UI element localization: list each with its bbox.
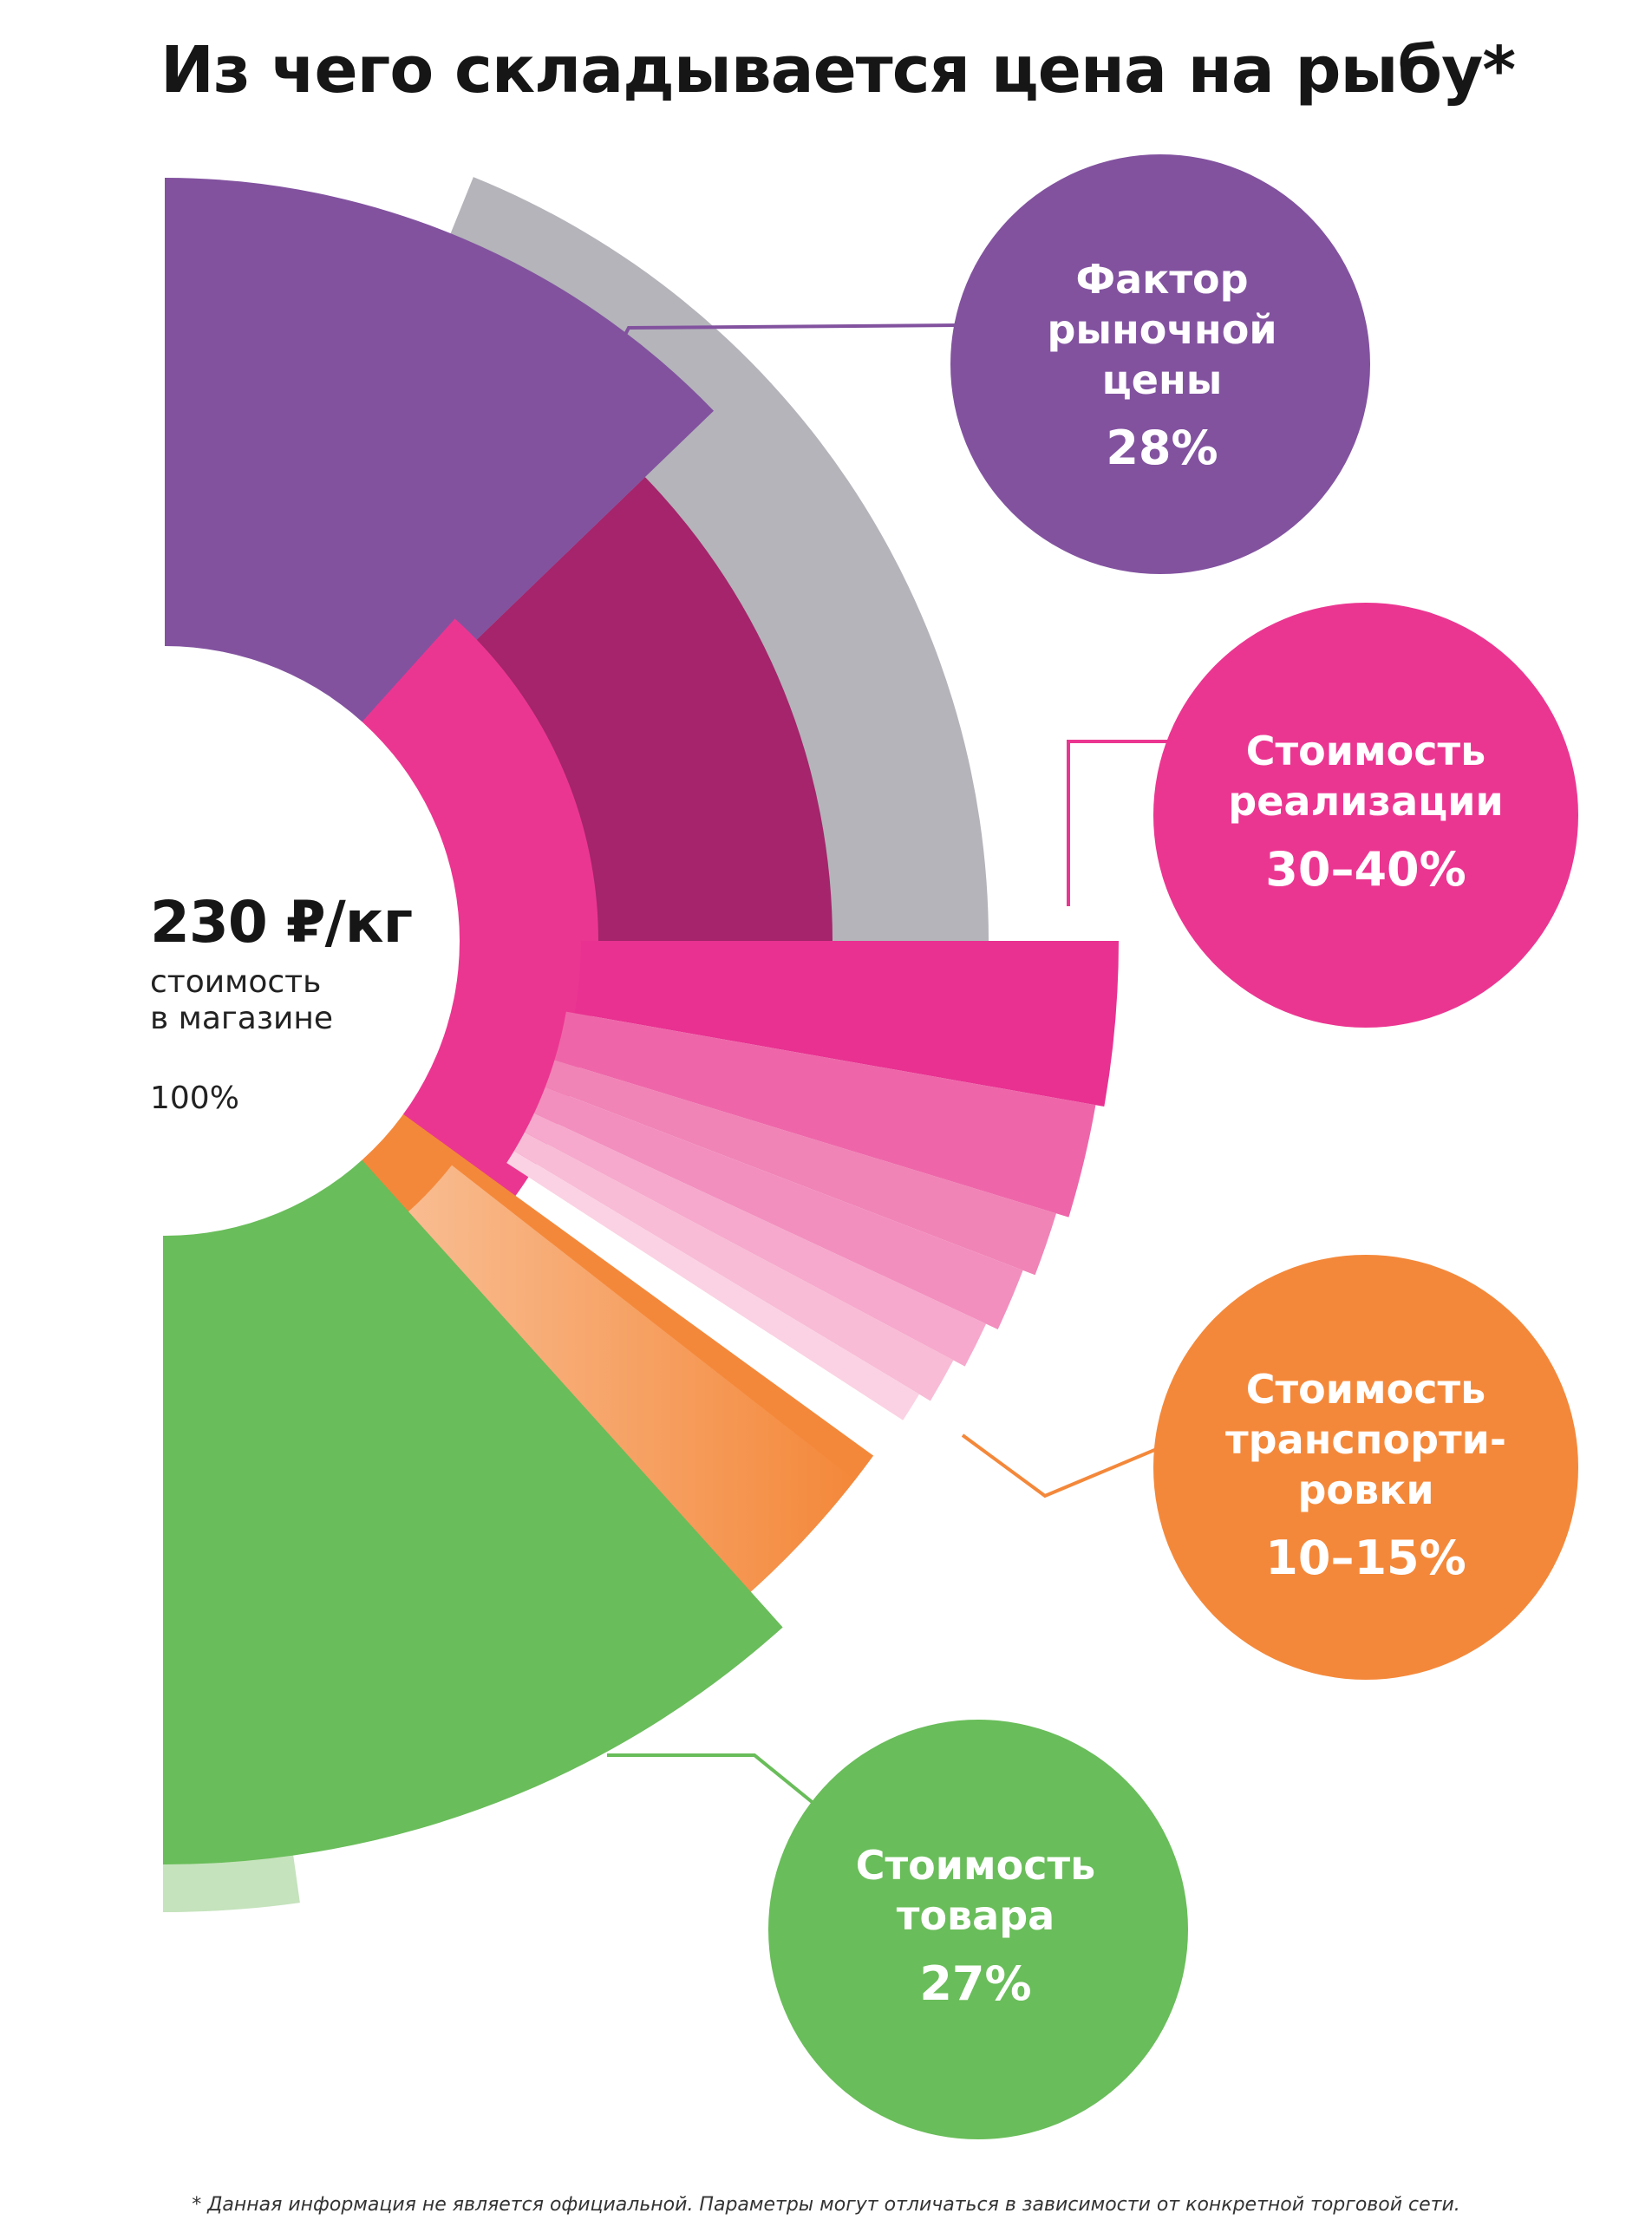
sales-cost-sub-3-segment: [533, 1087, 1023, 1329]
market-price-bubble: [950, 154, 1370, 574]
sales-cost-sub-2-segment: [545, 1060, 1057, 1276]
market-price-connector: [571, 323, 959, 439]
bubble-percent: 30–40%: [1265, 841, 1466, 897]
center-hole: [163, 646, 460, 1236]
goods-cost-connector: [607, 1753, 821, 1810]
bubble-label-line: ровки: [1297, 1466, 1434, 1513]
sales-cost-outer-segment: [574, 941, 1119, 1107]
bubble-percent: 28%: [1106, 420, 1218, 475]
bubble-label-line: Стоимость: [1245, 727, 1486, 774]
bubble-label-sales: Стоимость реализации 30–40%: [1153, 620, 1578, 1002]
bubble-label-line: Фактор: [1075, 255, 1249, 303]
sales-cost-connector: [1067, 740, 1175, 906]
footnote: * Данная информация не является официаль…: [192, 2194, 1460, 2216]
bubble-label-transport: Стоимость транспорти- ровки 10–15%: [1158, 1275, 1574, 1674]
sales-cost-sub-6-segment: [506, 1151, 920, 1420]
center-subtitle-line1: стоимость: [150, 964, 322, 1000]
market-price-segment: [165, 178, 715, 773]
chart-title: Из чего складывается цена на рыбу*: [160, 33, 1516, 108]
sales-cost-bubble: [1153, 603, 1578, 1028]
bubble-label-line: рыночной: [1047, 305, 1277, 353]
bubble-label-line: цены: [1101, 356, 1223, 403]
sales-cost-sub-4-segment: [524, 1113, 987, 1367]
bubble-label-line: Стоимость: [855, 1841, 1096, 1889]
center-subtitle: стоимость в магазине: [150, 964, 410, 1037]
center-percent: 100%: [150, 1081, 239, 1116]
bubble-percent: 27%: [919, 1956, 1032, 2011]
transport-cost-connector: [961, 1433, 1180, 1498]
bubble-label-market: Фактор рыночной цены 28%: [954, 191, 1370, 538]
sales-cost-sub-5-segment: [513, 1132, 954, 1401]
goods-cost-segment: [163, 1056, 783, 1864]
goods-cost-bubble: [768, 1720, 1188, 2139]
bubble-label-line: Стоимость: [1245, 1365, 1486, 1413]
center-subtitle-line2: в магазине: [150, 1001, 334, 1036]
bubble-label-line: товара: [896, 1891, 1055, 1939]
bubble-label-line: транспорти-: [1225, 1415, 1506, 1463]
goods-cost-dark-green-segment: [0, 1126, 136, 1855]
center-price: 230 ₽/кг: [150, 889, 413, 956]
transport-cost-bubble: [1153, 1255, 1578, 1680]
bubble-label-line: реализации: [1228, 777, 1504, 825]
transport-cost-gradient-overlay: [378, 1165, 855, 1650]
bubble-label-goods: Стоимость товара 27%: [767, 1726, 1184, 2125]
bubble-percent: 10–15%: [1265, 1530, 1466, 1585]
sales-cost-sub-1-segment: [554, 1011, 1096, 1218]
